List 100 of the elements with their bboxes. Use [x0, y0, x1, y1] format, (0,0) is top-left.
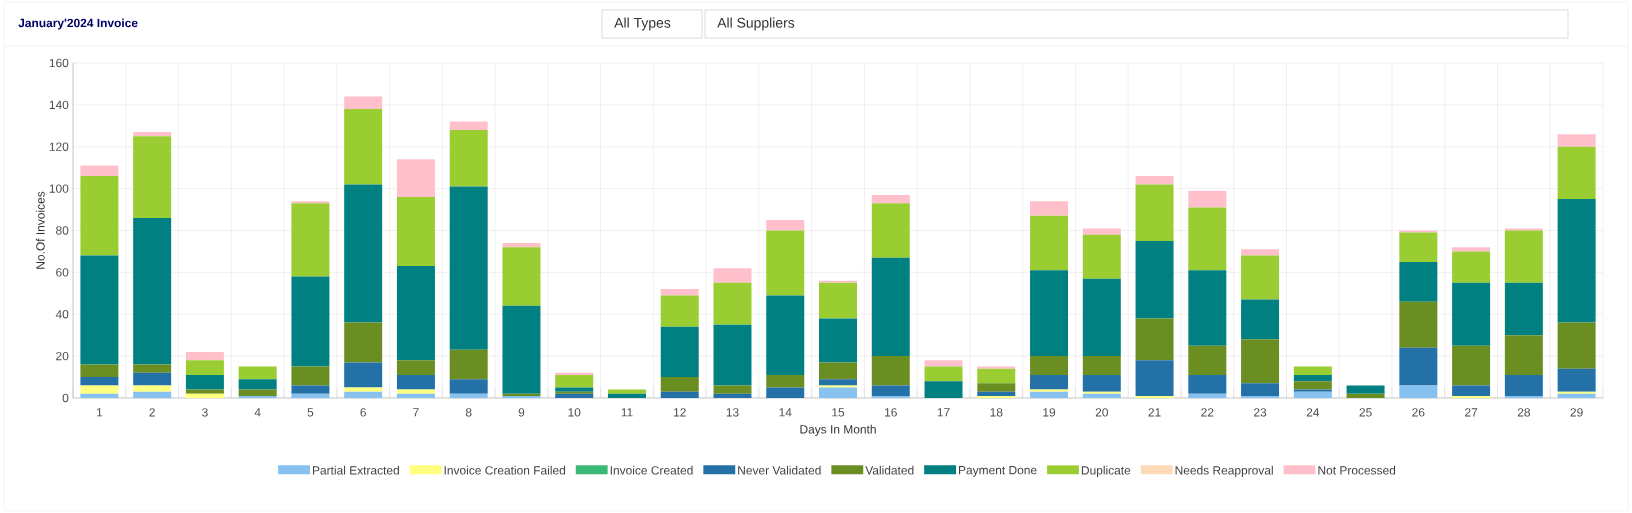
x-tick-label: 6	[360, 408, 366, 417]
bar	[396, 389, 435, 394]
bar	[1504, 335, 1543, 375]
x-tick-label: 8	[465, 408, 472, 417]
bar	[1346, 385, 1385, 394]
bar	[977, 383, 1016, 392]
bar	[133, 217, 172, 365]
bar	[1293, 391, 1332, 398]
bar	[766, 230, 805, 296]
y-tick-label: 140	[49, 100, 69, 110]
bar	[1504, 395, 1543, 398]
chart-title: January'2024 Invoice	[18, 18, 138, 30]
x-tick-label: 19	[1043, 408, 1056, 417]
bar	[1188, 270, 1227, 346]
bar	[660, 391, 699, 398]
bar	[555, 372, 594, 375]
bar	[1082, 228, 1121, 235]
bar	[1241, 249, 1280, 256]
y-tick-label: 120	[49, 142, 69, 151]
bar	[396, 360, 435, 375]
bar	[660, 295, 699, 327]
bar	[449, 121, 488, 130]
legend-label: Never Validated	[738, 465, 821, 475]
bar	[766, 387, 805, 398]
bar	[1082, 356, 1121, 375]
legend-label: Needs Reapproval	[1175, 465, 1273, 477]
bar	[133, 132, 172, 137]
bar	[1399, 261, 1438, 302]
bar	[396, 159, 435, 197]
bar	[291, 385, 330, 394]
bar	[1082, 374, 1121, 392]
x-axis-title: Days In Month	[800, 424, 876, 436]
x-tick-label: 5	[307, 408, 314, 417]
x-tick-label: 27	[1465, 408, 1478, 417]
bar	[713, 282, 752, 325]
y-tick-label: 0	[62, 393, 69, 403]
x-tick-label: 9	[518, 408, 525, 417]
bar	[1504, 230, 1543, 283]
bar	[1557, 322, 1596, 369]
bar	[502, 305, 541, 394]
bar	[819, 280, 857, 283]
bar	[80, 377, 119, 386]
bar	[713, 324, 752, 386]
bar	[80, 255, 119, 365]
bar	[660, 377, 699, 392]
bar	[1293, 389, 1332, 392]
bar	[449, 129, 488, 187]
bar	[1135, 184, 1174, 241]
bar	[1030, 270, 1069, 357]
bar	[819, 385, 857, 388]
bar	[1241, 255, 1280, 300]
x-tick-label: 20	[1095, 408, 1108, 417]
bar	[344, 362, 383, 388]
bar	[1082, 393, 1121, 398]
bar	[660, 289, 699, 296]
bar	[238, 379, 277, 390]
bar	[133, 364, 172, 373]
bar	[396, 196, 435, 267]
bar	[1293, 366, 1332, 375]
bar	[660, 326, 699, 378]
y-tick-label: 20	[56, 351, 69, 361]
x-tick-label: 1	[96, 408, 103, 417]
legend-label: Partial Extracted	[312, 465, 399, 475]
bar	[449, 393, 488, 398]
bar	[1452, 385, 1491, 396]
bar	[1030, 356, 1069, 375]
bar	[1188, 374, 1227, 394]
bar	[1135, 318, 1174, 361]
bar	[185, 351, 224, 361]
x-tick-label: 13	[726, 408, 739, 417]
bar	[1399, 232, 1438, 262]
bar	[1188, 345, 1227, 375]
x-tick-label: 7	[413, 408, 419, 417]
bar	[1399, 301, 1438, 348]
bar	[555, 391, 594, 394]
bar	[449, 186, 488, 350]
bar	[1241, 395, 1280, 398]
x-tick-label: 11	[621, 408, 633, 417]
bar	[924, 381, 963, 398]
bar	[871, 203, 910, 258]
bar	[1452, 282, 1491, 346]
legend-label: Invoice Creation Failed	[444, 465, 566, 475]
bar	[344, 322, 383, 363]
bar	[819, 362, 857, 380]
bar	[1452, 345, 1491, 386]
bar	[344, 109, 383, 185]
bar	[607, 393, 646, 398]
x-tick-label: 16	[885, 408, 897, 417]
bar	[871, 385, 910, 396]
bar	[1293, 381, 1332, 390]
legend-label: Not Processed	[1318, 465, 1396, 475]
text: All Suppliers	[717, 17, 795, 31]
bar	[1188, 207, 1227, 271]
x-tick-label: 23	[1254, 408, 1267, 417]
bar	[1135, 176, 1174, 185]
bar	[713, 385, 752, 394]
bar	[291, 203, 330, 277]
bar	[1399, 385, 1438, 398]
bar	[819, 282, 857, 319]
bar	[238, 395, 277, 398]
